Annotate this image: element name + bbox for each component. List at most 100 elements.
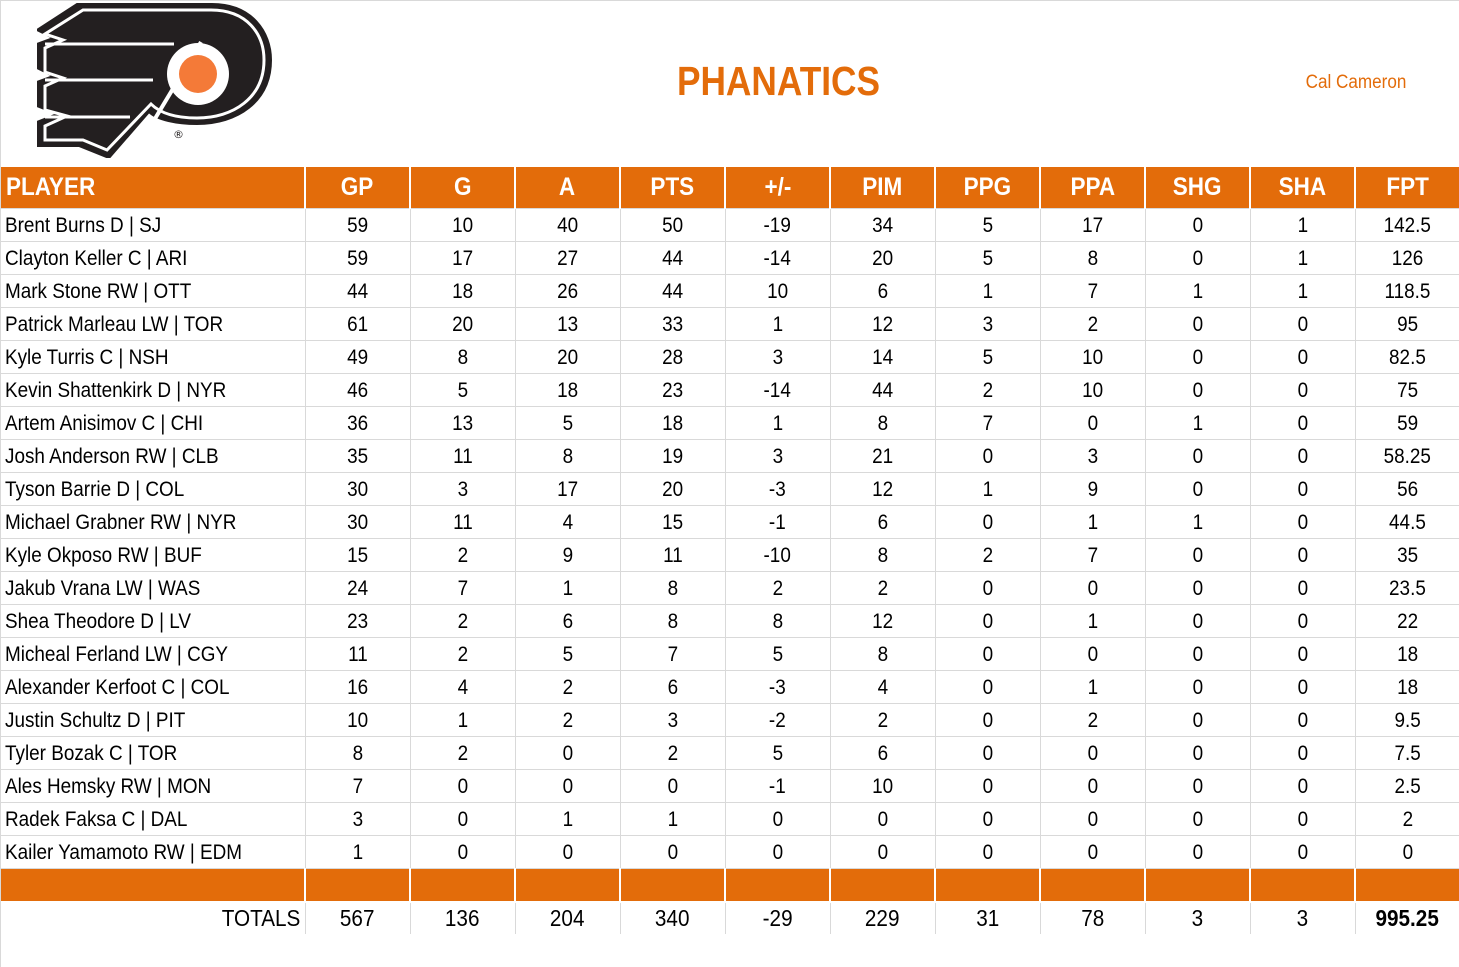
cell-a[interactable]: 5 (515, 637, 621, 671)
cell-plus-minus[interactable]: 0 (725, 835, 831, 869)
cell-sha[interactable]: 0 (1250, 571, 1356, 605)
cell-pts[interactable]: 33 (620, 307, 726, 341)
cell-ppg[interactable]: 0 (935, 571, 1041, 605)
cell-pim[interactable]: 12 (830, 307, 936, 341)
cell-pim[interactable]: 8 (830, 637, 936, 671)
cell-ppa[interactable]: 1 (1040, 604, 1146, 638)
cell-g[interactable]: 3 (410, 472, 516, 506)
cell-ppg[interactable]: 7 (935, 406, 1041, 440)
cell-g[interactable]: 2 (410, 736, 516, 770)
cell-ppa[interactable]: 8 (1040, 241, 1146, 275)
cell-player[interactable]: Mark Stone RW | OTT (1, 274, 306, 308)
cell-g[interactable]: 8 (410, 340, 516, 374)
cell-sha[interactable]: 0 (1250, 802, 1356, 836)
cell-ppa[interactable]: 1 (1040, 505, 1146, 539)
column-header-plus-minus[interactable]: +/- (725, 167, 831, 209)
cell-shg[interactable]: 0 (1145, 307, 1251, 341)
cell-fpt[interactable]: 82.5 (1355, 340, 1459, 374)
cell-sha[interactable]: 0 (1250, 835, 1356, 869)
cell-ppa[interactable]: 0 (1040, 802, 1146, 836)
cell-ppa[interactable]: 0 (1040, 736, 1146, 770)
cell-player[interactable]: Tyler Bozak C | TOR (1, 736, 306, 770)
cell-a[interactable]: 26 (515, 274, 621, 308)
column-header-a[interactable]: A (515, 167, 621, 209)
cell-ppa[interactable]: 0 (1040, 835, 1146, 869)
cell-fpt[interactable]: 75 (1355, 373, 1459, 407)
cell-shg[interactable]: 1 (1145, 505, 1251, 539)
cell-a[interactable]: 1 (515, 571, 621, 605)
cell-pts[interactable]: 3 (620, 703, 726, 737)
column-header-pts[interactable]: PTS (620, 167, 726, 209)
cell-gp[interactable]: 30 (305, 505, 411, 539)
cell-sha[interactable]: 0 (1250, 769, 1356, 803)
cell-pts[interactable]: 20 (620, 472, 726, 506)
cell-pim[interactable]: 6 (830, 505, 936, 539)
cell-plus-minus[interactable]: 1 (725, 406, 831, 440)
cell-shg[interactable]: 0 (1145, 604, 1251, 638)
cell-shg[interactable]: 0 (1145, 373, 1251, 407)
cell-gp[interactable]: 16 (305, 670, 411, 704)
cell-plus-minus[interactable]: -10 (725, 538, 831, 572)
cell-pts[interactable]: 15 (620, 505, 726, 539)
cell-ppa[interactable]: 7 (1040, 538, 1146, 572)
cell-gp[interactable]: 30 (305, 472, 411, 506)
cell-ppg[interactable]: 1 (935, 274, 1041, 308)
cell-a[interactable]: 2 (515, 670, 621, 704)
cell-ppg[interactable]: 3 (935, 307, 1041, 341)
cell-pim[interactable]: 8 (830, 406, 936, 440)
cell-fpt[interactable]: 18 (1355, 670, 1459, 704)
cell-g[interactable]: 1 (410, 703, 516, 737)
cell-fpt[interactable]: 22 (1355, 604, 1459, 638)
cell-gp[interactable]: 3 (305, 802, 411, 836)
cell-g[interactable]: 0 (410, 835, 516, 869)
cell-sha[interactable]: 0 (1250, 703, 1356, 737)
cell-a[interactable]: 18 (515, 373, 621, 407)
cell-pim[interactable]: 2 (830, 703, 936, 737)
cell-ppa[interactable]: 3 (1040, 439, 1146, 473)
cell-gp[interactable]: 24 (305, 571, 411, 605)
cell-plus-minus[interactable]: -3 (725, 472, 831, 506)
cell-plus-minus[interactable]: 1 (725, 307, 831, 341)
cell-shg[interactable]: 0 (1145, 802, 1251, 836)
cell-fpt[interactable]: 18 (1355, 637, 1459, 671)
column-header-g[interactable]: G (410, 167, 516, 209)
cell-pim[interactable]: 2 (830, 571, 936, 605)
column-header-pim[interactable]: PIM (830, 167, 936, 209)
cell-sha[interactable]: 0 (1250, 670, 1356, 704)
cell-shg[interactable]: 0 (1145, 637, 1251, 671)
cell-pts[interactable]: 0 (620, 835, 726, 869)
cell-fpt[interactable]: 2 (1355, 802, 1459, 836)
cell-gp[interactable]: 15 (305, 538, 411, 572)
cell-ppa[interactable]: 0 (1040, 571, 1146, 605)
cell-ppg[interactable]: 5 (935, 208, 1041, 242)
cell-fpt[interactable]: 7.5 (1355, 736, 1459, 770)
cell-fpt[interactable]: 118.5 (1355, 274, 1459, 308)
cell-player[interactable]: Shea Theodore D | LV (1, 604, 306, 638)
cell-a[interactable]: 40 (515, 208, 621, 242)
cell-pts[interactable]: 44 (620, 274, 726, 308)
cell-gp[interactable]: 61 (305, 307, 411, 341)
cell-ppa[interactable]: 2 (1040, 307, 1146, 341)
cell-player[interactable]: Micheal Ferland LW | CGY (1, 637, 306, 671)
cell-sha[interactable]: 1 (1250, 208, 1356, 242)
cell-g[interactable]: 4 (410, 670, 516, 704)
cell-pim[interactable]: 0 (830, 835, 936, 869)
cell-plus-minus[interactable]: 10 (725, 274, 831, 308)
cell-gp[interactable]: 59 (305, 241, 411, 275)
cell-shg[interactable]: 0 (1145, 340, 1251, 374)
cell-gp[interactable]: 44 (305, 274, 411, 308)
cell-gp[interactable]: 46 (305, 373, 411, 407)
cell-pts[interactable]: 11 (620, 538, 726, 572)
cell-pim[interactable]: 0 (830, 802, 936, 836)
cell-sha[interactable]: 0 (1250, 505, 1356, 539)
cell-plus-minus[interactable]: 0 (725, 802, 831, 836)
cell-plus-minus[interactable]: 2 (725, 571, 831, 605)
cell-g[interactable]: 11 (410, 505, 516, 539)
cell-pts[interactable]: 1 (620, 802, 726, 836)
cell-gp[interactable]: 1 (305, 835, 411, 869)
cell-g[interactable]: 10 (410, 208, 516, 242)
cell-pts[interactable]: 18 (620, 406, 726, 440)
cell-player[interactable]: Clayton Keller C | ARI (1, 241, 306, 275)
cell-pim[interactable]: 6 (830, 274, 936, 308)
cell-sha[interactable]: 0 (1250, 472, 1356, 506)
